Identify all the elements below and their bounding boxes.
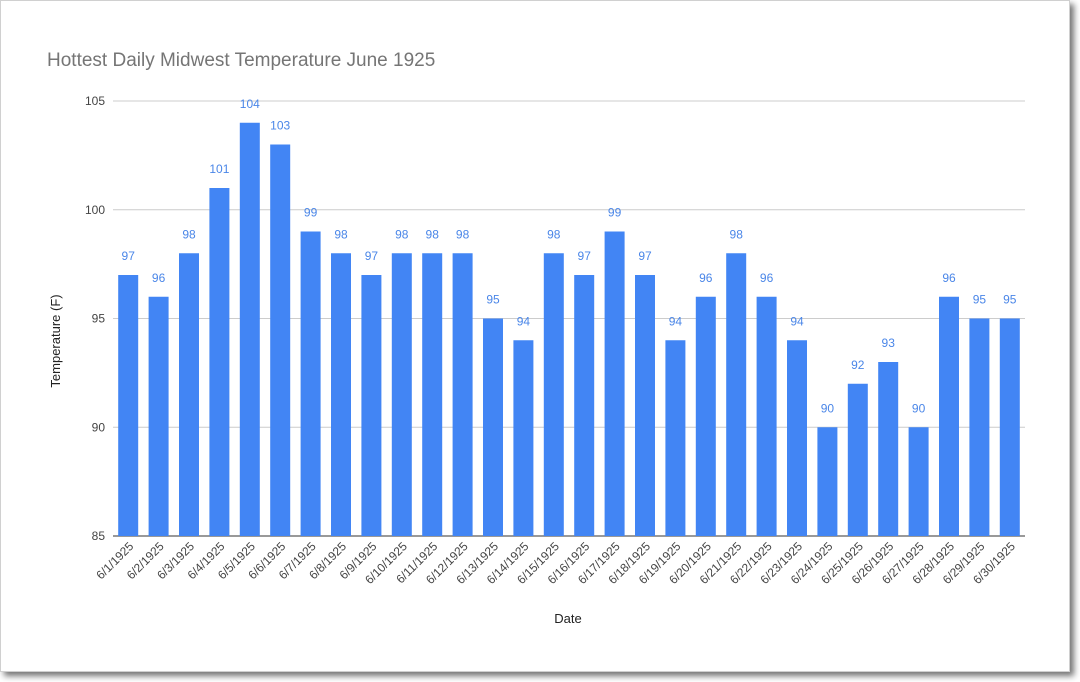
y-tick-label: 90 (92, 420, 106, 434)
y-axis-ticks: 85 90 95 100 105 (85, 94, 105, 543)
data-label: 98 (182, 227, 196, 241)
data-label: 97 (638, 249, 652, 263)
data-label: 94 (790, 314, 804, 328)
data-label: 98 (547, 227, 561, 241)
bar (787, 340, 807, 536)
chart-title: Hottest Daily Midwest Temperature June 1… (47, 50, 435, 71)
data-label: 95 (486, 293, 500, 307)
x-axis-ticks: 6/1/19256/2/19256/3/19256/4/19256/5/1925… (93, 539, 1018, 587)
bar (209, 188, 230, 536)
bar (361, 275, 382, 536)
gridlines (113, 100, 1025, 537)
data-label: 97 (365, 249, 379, 263)
x-axis-label: Date (554, 611, 581, 626)
bar-chart: Hottest Daily Midwest Temperature June 1… (47, 50, 1025, 626)
data-label: 90 (912, 401, 926, 415)
data-label: 98 (426, 227, 440, 241)
chart-frame: Hottest Daily Midwest Temperature June 1… (0, 0, 1070, 672)
bar (148, 296, 169, 536)
data-label: 95 (1003, 293, 1017, 307)
bar (513, 340, 534, 536)
bar (817, 427, 838, 536)
data-label: 99 (304, 206, 318, 220)
data-label: 95 (973, 293, 987, 307)
bar (726, 253, 747, 536)
bar (391, 253, 412, 536)
bar (999, 318, 1020, 536)
data-label: 98 (456, 227, 470, 241)
data-label: 96 (942, 271, 956, 285)
bar (452, 253, 473, 536)
bar (847, 383, 868, 536)
data-label: 96 (760, 271, 774, 285)
bar (118, 275, 139, 536)
data-labels: 97 96 98 101 104 103 99 98 97 98 98 98 95 94 98 97 99 97 9… (122, 97, 1017, 416)
data-label: 90 (821, 401, 835, 415)
data-label: 96 (699, 271, 713, 285)
bar (270, 144, 291, 536)
bar (331, 253, 351, 536)
data-label: 101 (209, 162, 229, 176)
bar (939, 296, 959, 536)
bar (239, 122, 260, 536)
data-label: 103 (270, 119, 290, 133)
data-label: 97 (122, 249, 136, 263)
bar (179, 253, 199, 536)
bars (118, 122, 1020, 536)
data-label: 98 (730, 227, 744, 241)
bar (635, 275, 655, 536)
bar (300, 231, 321, 536)
bar (756, 296, 777, 536)
data-label: 98 (395, 227, 409, 241)
data-label: 96 (152, 271, 166, 285)
bar (878, 362, 899, 536)
bar (665, 340, 686, 536)
data-label: 97 (578, 249, 592, 263)
bar (908, 427, 929, 536)
data-label: 92 (851, 358, 865, 372)
bar (422, 253, 443, 536)
bar (604, 231, 625, 536)
data-label: 93 (882, 336, 896, 350)
bar (969, 318, 990, 536)
y-tick-label: 105 (85, 94, 105, 108)
data-label: 94 (517, 314, 531, 328)
bar (574, 275, 595, 536)
bar (695, 296, 716, 536)
data-label: 98 (334, 227, 348, 241)
y-tick-label: 85 (92, 529, 106, 543)
data-label: 94 (669, 314, 683, 328)
data-label: 104 (240, 97, 260, 111)
y-tick-label: 100 (85, 203, 105, 217)
y-tick-label: 95 (92, 312, 106, 326)
y-axis-label: Temperature (F) (48, 294, 63, 387)
data-label: 99 (608, 206, 622, 220)
bar (543, 253, 564, 536)
bar (483, 318, 503, 536)
